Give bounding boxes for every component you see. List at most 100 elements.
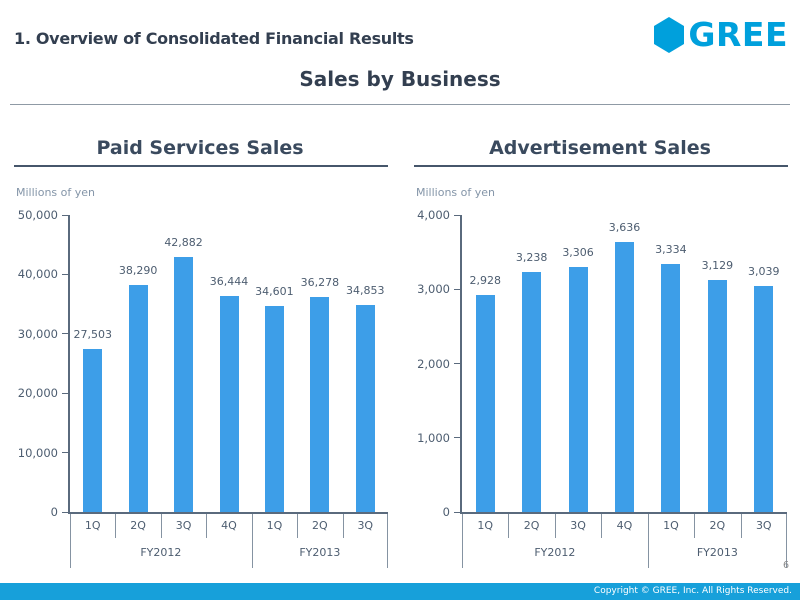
category-cell: 3Q xyxy=(175,519,192,532)
group-separator xyxy=(387,514,388,568)
category-cell: 2Q xyxy=(312,519,328,532)
bar-value-label: 36,444 xyxy=(209,275,249,288)
bar-value-label: 34,601 xyxy=(255,285,294,298)
bar xyxy=(355,305,375,512)
y-tick-label: 50,000 xyxy=(17,208,58,222)
category-cell: 4Q xyxy=(616,519,633,532)
category-cell: 1Q xyxy=(663,519,679,532)
group-separator xyxy=(462,514,463,568)
bar xyxy=(264,306,284,512)
y-axis-line xyxy=(68,215,70,514)
y-tick xyxy=(62,333,68,335)
group-separator xyxy=(786,514,787,568)
chart-title-paid-services: Paid Services Sales xyxy=(96,137,304,159)
y-tick-label: 10,000 xyxy=(17,445,58,460)
bar xyxy=(707,280,727,512)
bar xyxy=(661,264,681,512)
y-tick xyxy=(454,214,460,216)
gree-logo-text: GREE xyxy=(688,15,788,54)
y-tick xyxy=(62,214,68,216)
y-tick xyxy=(454,437,460,439)
y-tick-label: 4,000 xyxy=(417,208,450,222)
category-separator xyxy=(740,514,742,538)
bar-value-label: 38,290 xyxy=(118,264,158,277)
y-tick xyxy=(62,452,68,454)
chart-title-advertisement: Advertisement Sales xyxy=(489,137,711,159)
y-tick xyxy=(454,363,460,364)
category-cell: 1Q xyxy=(266,519,283,532)
y-tick-label: 40,000 xyxy=(17,267,58,282)
bar-value-label: 36,278 xyxy=(300,276,340,289)
paid-services-plot-area: 0 10,000 20,000 30,000 40,000 50,000 27,503 38,… xyxy=(18,208,388,568)
fy-group-label: FY2012 xyxy=(534,546,576,559)
bar-value-label: 3,636 xyxy=(608,221,641,234)
category-separator xyxy=(508,514,510,538)
page-title: 1. Overview of Consolidated Financial Re… xyxy=(14,29,414,48)
units-label: Millions of yen xyxy=(416,186,495,199)
bar-value-label: 3,238 xyxy=(515,251,548,264)
chart-title-underline xyxy=(14,165,388,167)
y-tick xyxy=(454,511,460,513)
gree-logo: GREE xyxy=(653,17,788,53)
bar-value-label: 2,928 xyxy=(469,274,501,287)
copyright-text: Copyright © GREE, Inc. All Rights Reserv… xyxy=(593,586,792,596)
fy-group-label: FY2013 xyxy=(299,546,341,559)
header-rule xyxy=(10,104,790,105)
bar xyxy=(174,257,194,512)
x-axis-line xyxy=(460,512,787,514)
bar-value-label: 3,039 xyxy=(748,265,780,278)
y-tick-label: 2,000 xyxy=(417,356,450,371)
bar xyxy=(568,267,588,512)
y-axis-line xyxy=(460,215,462,514)
category-cell: 3Q xyxy=(570,519,586,532)
gree-hexagon-icon xyxy=(654,17,685,53)
fy-group-label: FY2013 xyxy=(696,546,738,559)
y-tick-label: 0 xyxy=(442,505,450,519)
bar xyxy=(219,296,239,512)
y-tick-label: 1,000 xyxy=(417,430,450,445)
bar-value-label: 3,334 xyxy=(655,243,687,256)
category-separator xyxy=(297,514,299,538)
y-tick-label: 3,000 xyxy=(417,282,450,297)
category-cell: 2Q xyxy=(709,519,726,532)
bar xyxy=(754,286,774,512)
group-separator xyxy=(647,514,649,568)
chart-title-underline xyxy=(414,165,788,167)
units-label: Millions of yen xyxy=(16,186,95,199)
bar xyxy=(128,285,148,512)
category-cell: 1Q xyxy=(84,519,101,532)
bar-value-label: 34,853 xyxy=(346,284,385,297)
y-tick xyxy=(62,273,68,275)
bar-value-label: 3,129 xyxy=(701,259,734,272)
y-tick-label: 20,000 xyxy=(17,386,58,401)
category-separator xyxy=(115,514,117,538)
y-tick-label: 0 xyxy=(50,505,58,519)
page-number: 6 xyxy=(782,560,789,571)
bar xyxy=(83,349,103,512)
category-cell: 1Q xyxy=(477,519,494,532)
bar xyxy=(310,297,330,512)
bar-value-label: 3,306 xyxy=(562,246,594,259)
group-separator xyxy=(251,514,253,568)
advertisement-plot-area: 0 1,000 2,000 3,000 4,000 2,928 3,238 3,306 3,63… xyxy=(417,208,787,568)
y-tick xyxy=(62,392,68,394)
slide-subtitle: Sales by Business xyxy=(299,67,501,91)
category-separator xyxy=(206,514,208,538)
y-tick-label: 30,000 xyxy=(17,326,58,341)
fy-group-label: FY2012 xyxy=(140,546,182,559)
category-separator xyxy=(160,514,162,538)
category-cell: 3Q xyxy=(755,519,772,532)
footer-bar: Copyright © GREE, Inc. All Rights Reserv… xyxy=(0,583,800,600)
bar-value-label: 42,882 xyxy=(164,236,203,249)
x-axis-line xyxy=(68,512,388,514)
category-cell: 3Q xyxy=(357,519,374,532)
category-separator xyxy=(694,514,696,538)
category-separator xyxy=(554,514,556,538)
y-tick xyxy=(62,511,68,513)
category-cell: 2Q xyxy=(523,519,540,532)
category-separator xyxy=(601,514,603,538)
bar xyxy=(475,295,495,512)
bar xyxy=(522,272,542,512)
group-separator xyxy=(70,514,71,568)
